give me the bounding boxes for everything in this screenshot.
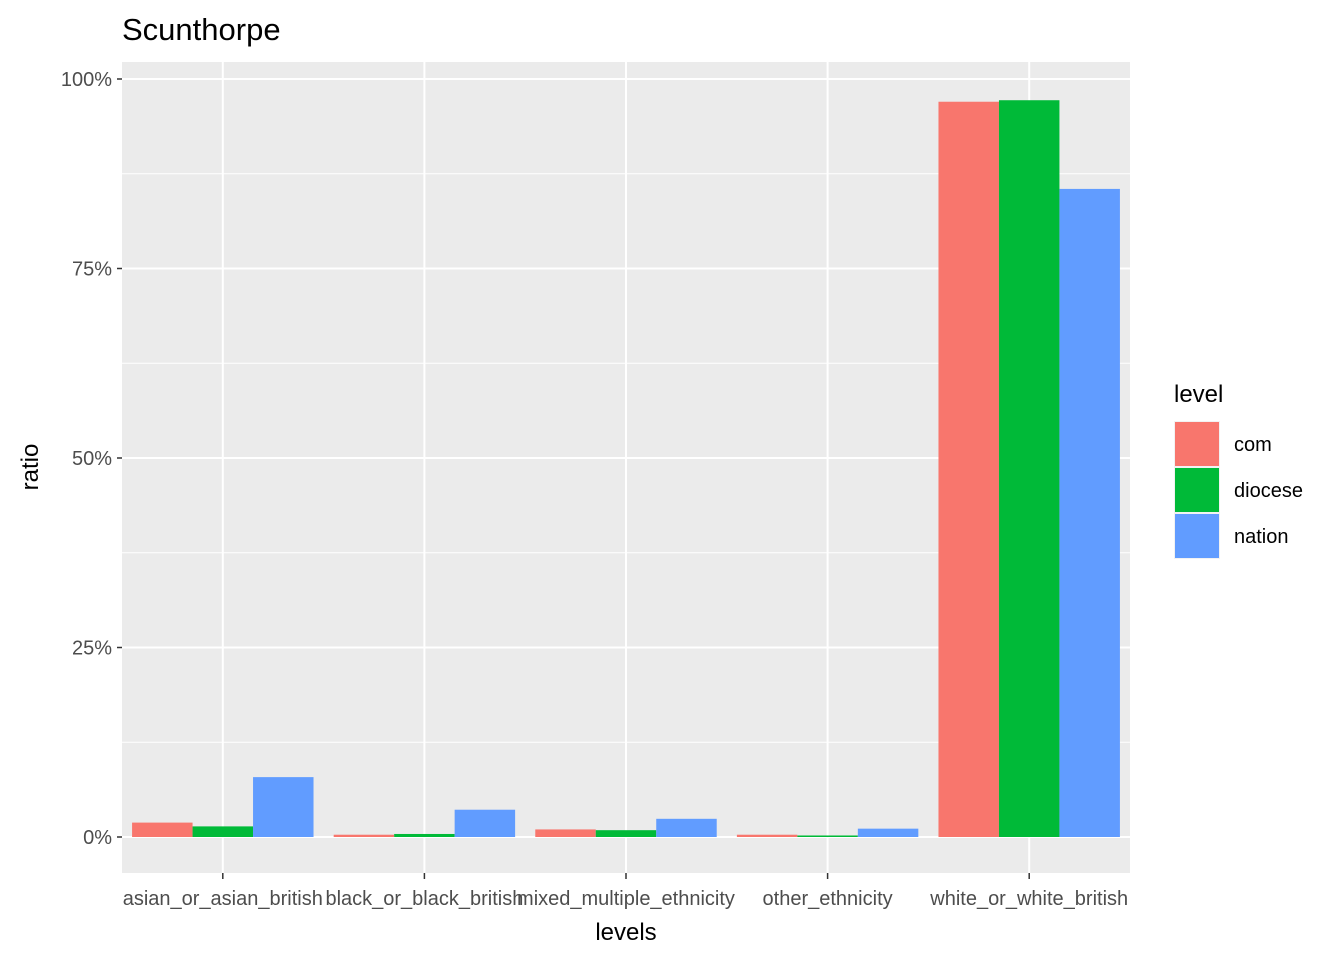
legend-label-nation: nation [1234,526,1289,548]
legend-title: level [1174,381,1223,408]
bar-diocese-asian_or_asian_british [192,826,254,837]
x-tick-label: asian_or_asian_british [123,888,323,910]
bar-nation-white_or_white_british [1059,188,1120,837]
bar-com-other_ethnicity [736,834,798,837]
bar-diocese-other_ethnicity [797,835,858,837]
y-axis: 0% 25% 50% 75% 100% [61,69,122,849]
y-tick-label: 0% [83,827,112,849]
bar-diocese-white_or_white_british [998,100,1060,837]
y-tick-label: 75% [72,259,112,281]
legend-label-diocese: diocese [1234,480,1303,502]
bar-com-black_or_black_british [333,834,395,837]
bar-nation-black_or_black_british [454,809,516,837]
bar-diocese-black_or_black_british [394,833,455,837]
legend-key-nation [1175,514,1219,558]
x-axis: asian_or_asian_british black_or_black_bri… [123,873,1128,910]
bar-com-asian_or_asian_british [132,822,193,837]
legend-label-com: com [1234,434,1272,456]
x-tick-label: other_ethnicity [763,888,893,910]
y-axis-title: ratio [17,444,44,491]
bar-com-white_or_white_british [938,101,999,838]
bar-nation-mixed_multiple_ethnicity [656,818,717,837]
legend: level com diocese nation [1174,381,1303,559]
y-tick-label: 25% [72,638,112,660]
legend-key-com [1175,422,1219,466]
bar-com-mixed_multiple_ethnicity [535,829,596,837]
y-tick-label: 100% [61,69,112,91]
bar-diocese-mixed_multiple_ethnicity [595,830,657,837]
bars [132,100,1120,838]
chart-title: Scunthorpe [122,12,281,47]
x-axis-title: levels [595,919,656,946]
x-tick-label: mixed_multiple_ethnicity [517,888,735,910]
legend-key-diocese [1175,468,1219,512]
y-tick-label: 50% [72,448,112,470]
bar-nation-asian_or_asian_british [253,777,314,837]
x-tick-label: white_or_white_british [929,888,1128,910]
bar-nation-other_ethnicity [857,828,919,837]
x-tick-label: black_or_black_british [325,888,523,910]
